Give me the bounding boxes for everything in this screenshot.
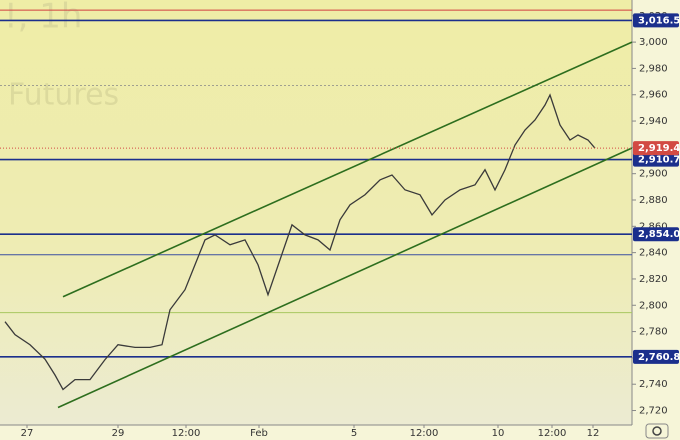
settings-button[interactable] [645,423,669,439]
price-badge-label: 2,760.8 [638,352,680,363]
y-tick-label: 2,880 [639,195,668,206]
x-tick-label: 12:00 [538,428,567,439]
trend-line [62,41,633,298]
y-tick-label: 2,780 [639,327,668,338]
watermark: !, 1h [4,0,82,37]
y-tick-label: 2,960 [639,90,668,101]
watermark: Futures [8,78,119,113]
x-tick-label: 12:00 [410,428,439,439]
price-badge-label: 2,919.4 [638,143,680,154]
x-tick-label: 12:00 [172,428,201,439]
y-tick-label: 2,900 [639,169,668,180]
x-tick-label: Feb [250,428,268,439]
x-tick-label: 29 [112,428,125,439]
time-axis [0,425,632,440]
trend-line [57,147,633,409]
y-tick-label: 2,800 [639,300,668,311]
price-badge [633,13,679,28]
plot-background [0,0,632,425]
y-tick-label: 3,000 [639,37,668,48]
y-tick-label: 2,980 [639,63,668,74]
price-badge [633,152,679,167]
price-line [4,93,596,391]
y-tick-label: 2,840 [639,248,668,259]
x-tick-label: 10 [492,428,505,439]
x-tick-label: 27 [21,428,34,439]
y-tick-label: 2,740 [639,379,668,390]
price-badge [633,349,679,364]
price-badge [633,141,679,156]
y-tick-label: 2,860 [639,221,668,232]
y-tick-label: 2,940 [639,116,668,127]
x-tick-label: 5 [351,428,357,439]
price-badge-label: 3,016.5 [638,15,680,26]
y-tick-label: 2,720 [639,406,668,417]
price-axis [632,0,680,440]
x-tick-label: 12 [587,428,600,439]
price-badge-label: 2,910.7 [638,155,680,166]
price-badge-label: 2,854.0 [638,229,680,240]
y-tick-label: 2,820 [639,274,668,285]
price-badge [633,227,679,242]
